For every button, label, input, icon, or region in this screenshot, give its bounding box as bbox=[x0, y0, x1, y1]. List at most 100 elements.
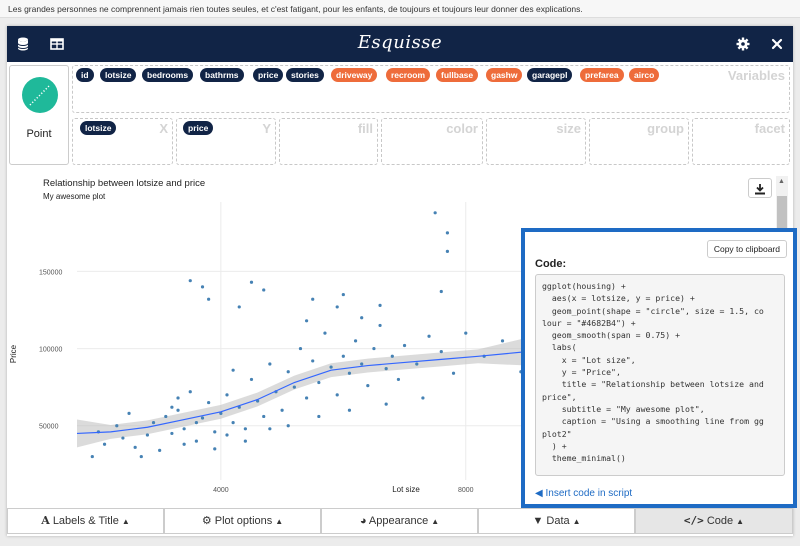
data-point bbox=[341, 354, 345, 358]
fill-dropzone[interactable]: fill bbox=[279, 118, 378, 165]
data-point bbox=[311, 359, 315, 363]
data-point bbox=[262, 288, 266, 292]
data-point bbox=[231, 368, 235, 372]
code-block[interactable]: ggplot(housing) + aes(x = lotsize, y = p… bbox=[535, 274, 785, 476]
tab-code[interactable]: </> Code ▲ bbox=[635, 508, 793, 534]
data-point bbox=[194, 421, 198, 425]
data-point bbox=[213, 430, 217, 434]
tab-appearance[interactable]: ◕ Appearance ▲ bbox=[321, 508, 478, 534]
size-dropzone[interactable]: size bbox=[486, 118, 586, 165]
data-point bbox=[390, 354, 394, 358]
variable-badge[interactable]: fullbase bbox=[436, 68, 479, 82]
bottom-toolbar: A Labels & Title ▲ ⚙ Plot options ▲ ◕ Appe… bbox=[7, 508, 793, 534]
variable-badge[interactable]: recroom bbox=[386, 68, 431, 82]
tab-plot-options[interactable]: ⚙ Plot options ▲ bbox=[164, 508, 321, 534]
data-point bbox=[207, 400, 211, 405]
gear-icon[interactable] bbox=[735, 36, 751, 52]
table-icon[interactable] bbox=[49, 36, 65, 52]
variable-badge[interactable]: price bbox=[253, 68, 284, 82]
data-point bbox=[188, 279, 192, 283]
data-point bbox=[451, 371, 456, 375]
app-title: Esquisse bbox=[357, 32, 443, 53]
y-tick-label: 50000 bbox=[39, 424, 59, 431]
variable-badge[interactable]: id bbox=[76, 68, 94, 82]
insert-code-label: Insert code in script bbox=[545, 488, 633, 499]
group-zone-label: group bbox=[647, 121, 684, 136]
scroll-up-icon[interactable]: ▲ bbox=[778, 178, 785, 185]
close-icon[interactable] bbox=[769, 36, 785, 52]
fill-zone-label: fill bbox=[357, 121, 373, 136]
data-point bbox=[317, 414, 321, 419]
data-point bbox=[225, 393, 229, 397]
x-dropzone[interactable]: X lotsize bbox=[72, 118, 173, 165]
facet-dropzone[interactable]: facet bbox=[692, 118, 790, 165]
data-point bbox=[176, 396, 180, 400]
data-point bbox=[366, 384, 370, 388]
geom-selector[interactable]: Point bbox=[9, 65, 69, 165]
insert-code-link[interactable]: ◀ Insert code in script bbox=[535, 488, 632, 499]
group-dropzone[interactable]: group bbox=[589, 118, 689, 165]
tab-data[interactable]: ▼ Data ▲ bbox=[478, 508, 635, 534]
data-point bbox=[402, 343, 407, 348]
variable-badge[interactable]: gashw bbox=[486, 68, 523, 82]
database-icon[interactable] bbox=[15, 36, 31, 52]
data-point bbox=[268, 427, 272, 431]
gears-icon: ⚙ bbox=[201, 515, 212, 527]
data-point bbox=[378, 303, 382, 307]
data-point bbox=[304, 319, 309, 323]
data-point bbox=[237, 305, 241, 309]
data-point bbox=[243, 439, 247, 443]
y-mapped-badge[interactable]: price bbox=[183, 121, 214, 135]
variable-badge[interactable]: stories bbox=[286, 68, 324, 82]
code-panel: Copy to clipboard Code: ggplot(housing) … bbox=[521, 228, 797, 508]
tab-label: Code bbox=[706, 515, 734, 527]
variables-dropzone[interactable]: Variables id lotsize bedrooms bathrms pr… bbox=[72, 65, 790, 113]
variable-badge[interactable]: bedrooms bbox=[142, 68, 194, 82]
variable-badge[interactable]: garagepl bbox=[527, 68, 573, 82]
data-point bbox=[164, 414, 168, 419]
download-button[interactable] bbox=[748, 178, 772, 198]
data-point bbox=[231, 421, 235, 425]
color-zone-label: color bbox=[446, 121, 478, 136]
size-zone-label: size bbox=[556, 121, 581, 136]
data-point bbox=[115, 424, 119, 428]
data-point bbox=[500, 339, 505, 343]
data-point bbox=[139, 454, 143, 459]
data-point bbox=[182, 442, 186, 446]
tab-labels-title[interactable]: A Labels & Title ▲ bbox=[7, 508, 164, 534]
data-point bbox=[353, 339, 358, 343]
data-point bbox=[200, 285, 205, 289]
data-point bbox=[268, 362, 272, 366]
data-point bbox=[378, 323, 382, 328]
data-point bbox=[286, 370, 290, 374]
data-point bbox=[90, 454, 94, 459]
data-point bbox=[188, 390, 192, 394]
variable-badge[interactable]: driveway bbox=[331, 68, 378, 82]
data-point bbox=[341, 292, 345, 297]
data-point bbox=[170, 405, 174, 409]
caret-up-icon: ▲ bbox=[431, 517, 440, 526]
data-point bbox=[304, 396, 309, 400]
data-point bbox=[360, 316, 364, 320]
variable-badge[interactable]: lotsize bbox=[100, 68, 137, 82]
download-icon bbox=[755, 184, 765, 195]
y-dropzone[interactable]: Y price bbox=[176, 118, 276, 165]
tab-label: Appearance bbox=[368, 515, 429, 527]
filter-icon: ▼ bbox=[532, 515, 544, 527]
data-point bbox=[194, 439, 198, 443]
scatter-plot: 50000 100000 150000 4000 8000 Relationship b… bbox=[9, 178, 772, 494]
variable-badge[interactable]: bathrms bbox=[200, 68, 244, 82]
data-point bbox=[445, 249, 450, 253]
caret-up-icon: ▲ bbox=[121, 517, 130, 526]
color-dropzone[interactable]: color bbox=[381, 118, 483, 165]
variable-badge[interactable]: prefarea bbox=[580, 68, 624, 82]
scroll-thumb[interactable] bbox=[777, 196, 787, 236]
copy-to-clipboard-button[interactable]: Copy to clipboard bbox=[706, 240, 787, 258]
caret-up-icon: ▲ bbox=[736, 517, 745, 526]
code-title: Code: bbox=[535, 258, 567, 270]
variables-zone-label: Variables bbox=[727, 68, 785, 83]
variable-badge[interactable]: airco bbox=[629, 68, 660, 82]
data-point bbox=[464, 331, 468, 335]
x-mapped-badge[interactable]: lotsize bbox=[80, 121, 117, 135]
y-zone-label: Y bbox=[262, 121, 271, 136]
